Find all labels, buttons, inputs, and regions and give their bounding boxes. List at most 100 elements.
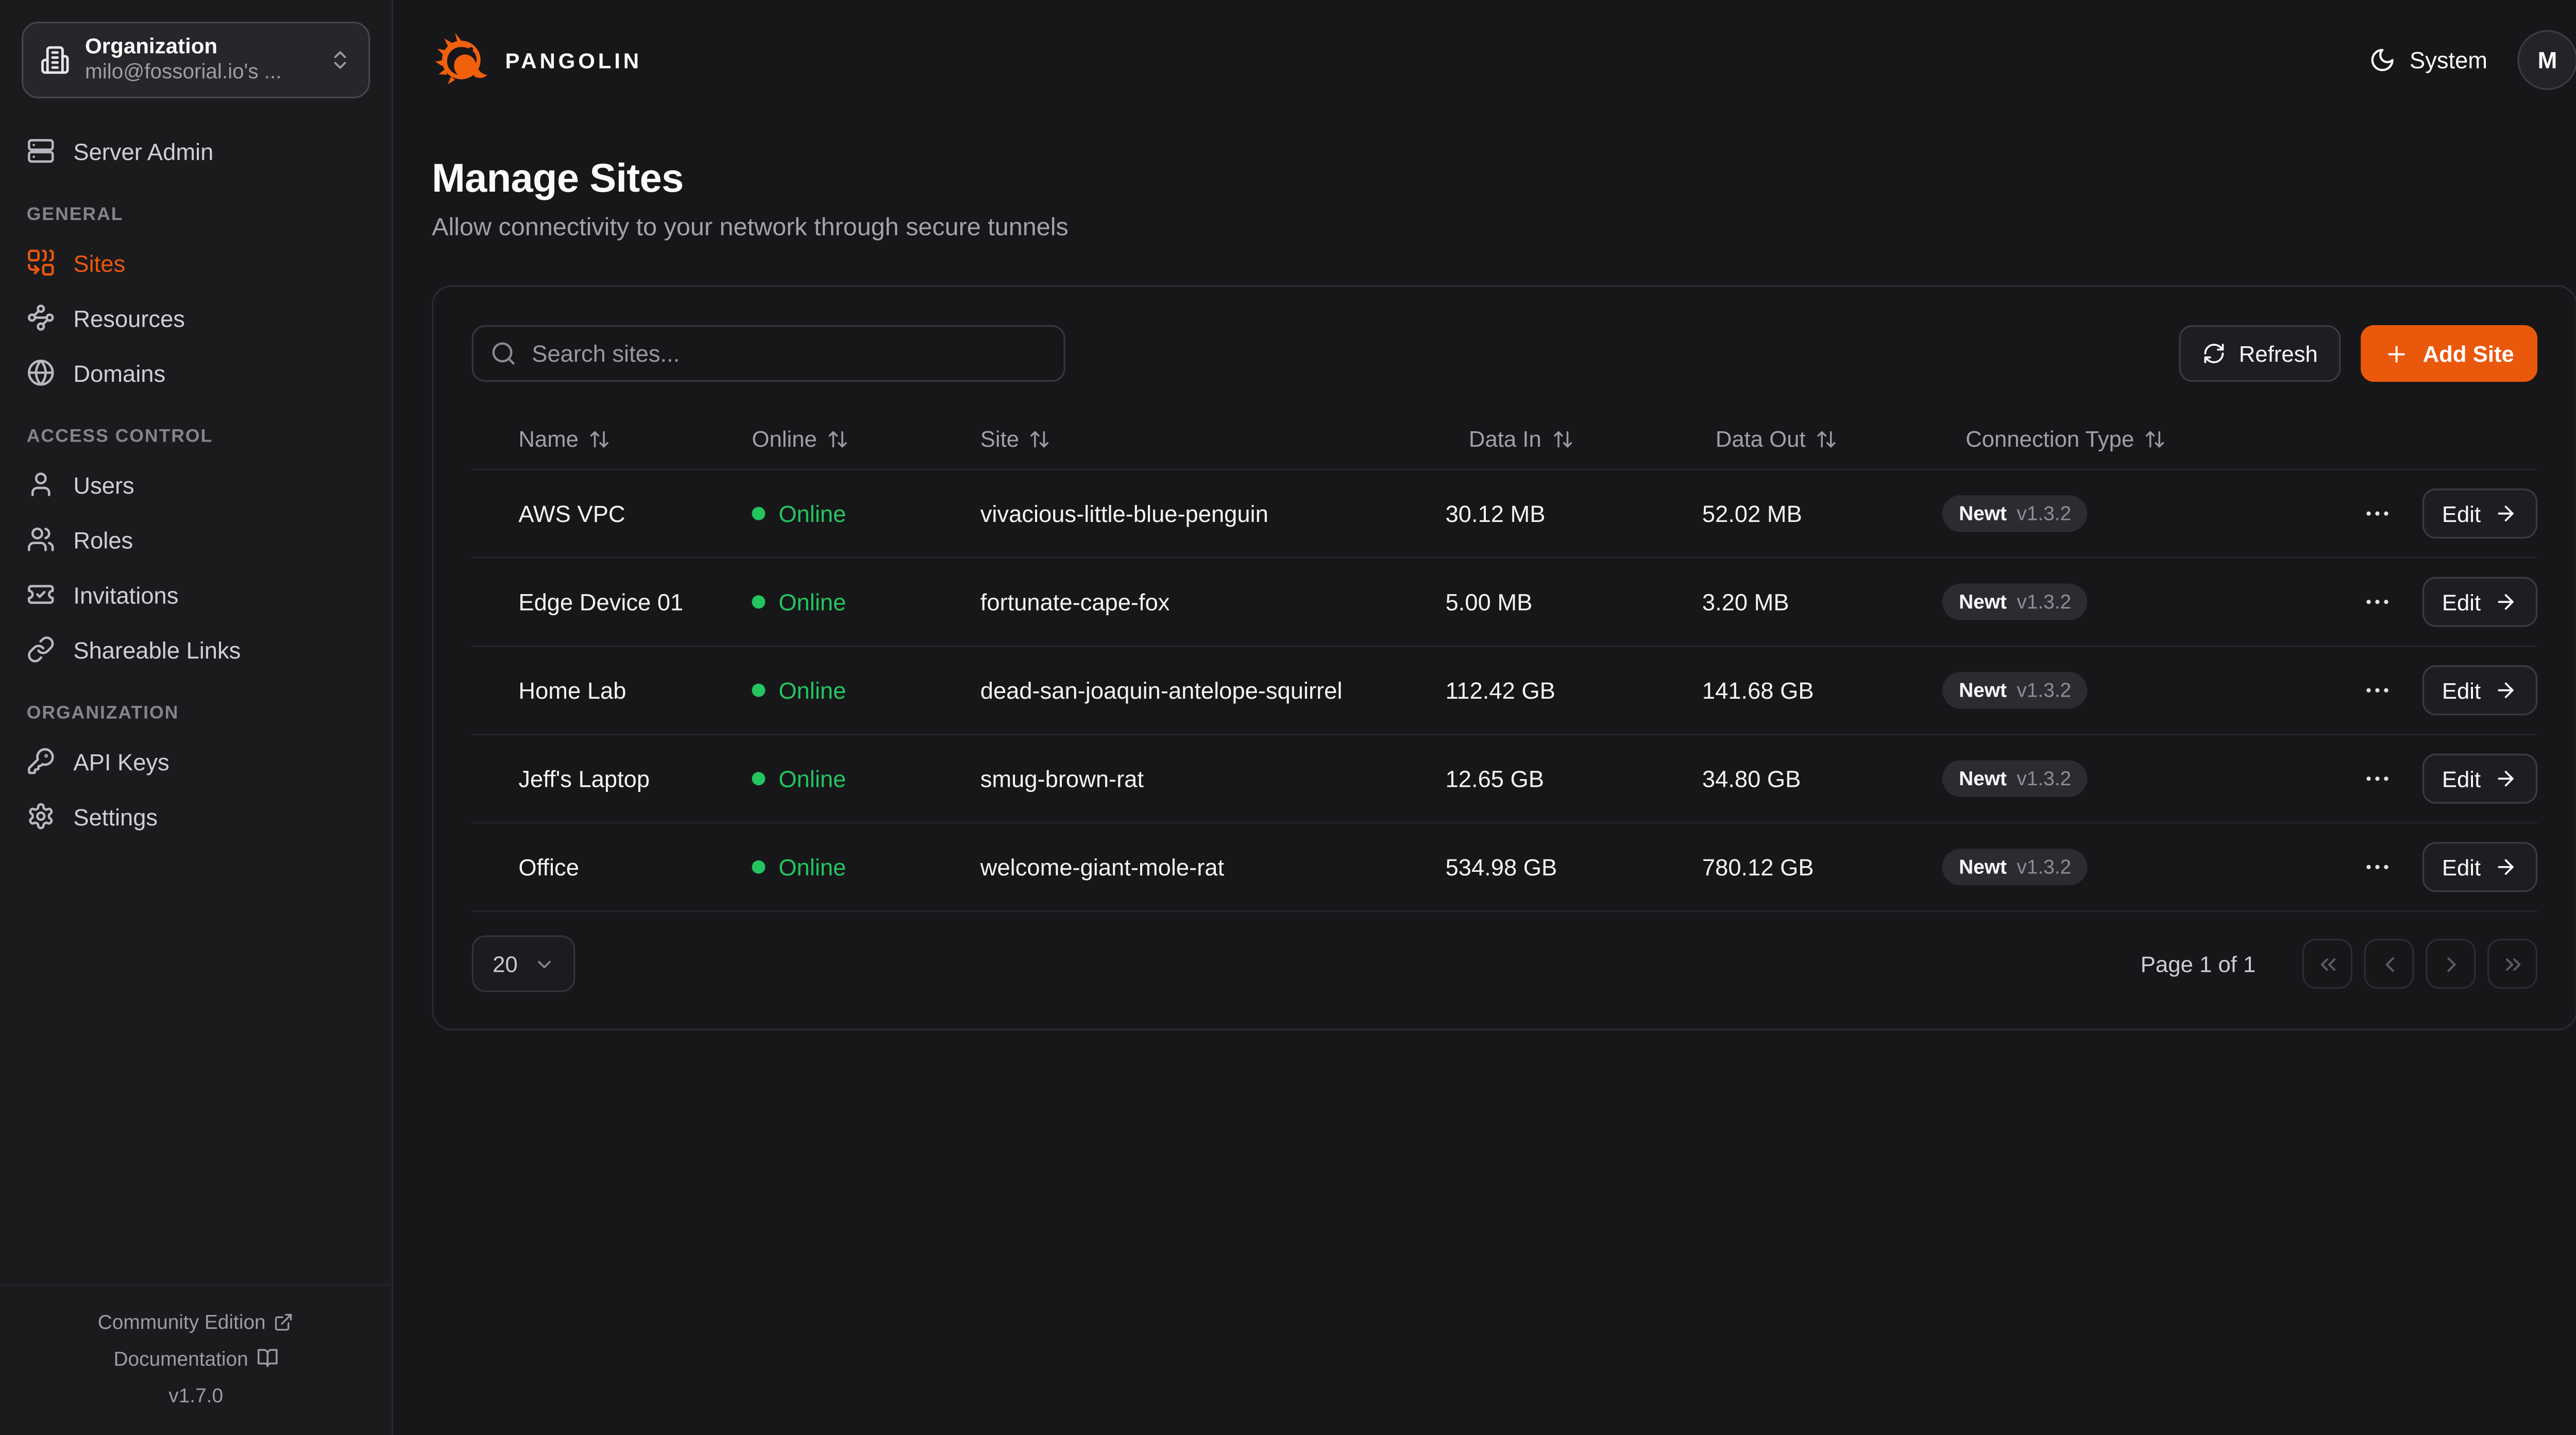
- row-actions: Edit: [2359, 753, 2538, 804]
- sidebar-item-label: API Keys: [73, 748, 170, 775]
- cell-data-in: 534.98 GB: [1445, 853, 1557, 881]
- sidebar-item-shareable-links[interactable]: Shareable Links: [27, 622, 365, 677]
- topbar: PANGOLIN System M: [432, 0, 2576, 120]
- column-header-connection-type[interactable]: Connection Type: [1942, 426, 2537, 451]
- sidebar-item-sites[interactable]: Sites: [27, 235, 365, 290]
- cell-site: dead-san-joaquin-antelope-squirrel: [980, 677, 1343, 704]
- edit-button[interactable]: Edit: [2422, 665, 2538, 716]
- column-header-site[interactable]: Site: [980, 426, 1446, 451]
- theme-toggle-button[interactable]: System: [2369, 46, 2488, 74]
- cell-online-status: Online: [752, 765, 980, 792]
- arrow-right-icon: [2494, 767, 2517, 790]
- sidebar-item-settings[interactable]: Settings: [27, 789, 365, 844]
- row-menu-button[interactable]: [2359, 849, 2395, 885]
- cell-name: AWS VPC: [518, 500, 625, 527]
- chevron-down-icon: [533, 953, 554, 974]
- pangolin-logo-icon: [432, 31, 488, 88]
- ellipsis-icon: [2362, 499, 2392, 529]
- users-icon: [27, 525, 55, 553]
- sidebar-item-roles[interactable]: Roles: [27, 512, 365, 567]
- cell-site: vivacious-little-blue-penguin: [980, 500, 1268, 527]
- moon-icon: [2369, 47, 2396, 74]
- connection-type-badge: Newt v1.3.2: [1942, 495, 2088, 532]
- plus-icon: [2384, 341, 2410, 366]
- next-page-button[interactable]: [2426, 938, 2476, 989]
- cell-online-status: Online: [752, 500, 980, 527]
- page-size-select[interactable]: 20: [471, 935, 575, 992]
- cell-data-in: 30.12 MB: [1445, 500, 1546, 527]
- last-page-button[interactable]: [2487, 938, 2538, 989]
- online-dot-icon: [752, 772, 766, 786]
- key-icon: [27, 747, 55, 775]
- org-picker[interactable]: Organization milo@fossorial.io's ...: [22, 22, 370, 98]
- sidebar-item-resources[interactable]: Resources: [27, 290, 365, 345]
- cell-connection-actions: Newt v1.3.2 Edit: [1942, 488, 2538, 539]
- table-row: AWS VPC Online vivacious-little-blue-pen…: [471, 470, 2538, 559]
- org-picker-subtitle: milo@fossorial.io's ...: [85, 60, 282, 84]
- edit-button[interactable]: Edit: [2422, 842, 2538, 892]
- online-dot-icon: [752, 595, 766, 609]
- pagination-bar: 20 Page 1 of 1: [471, 935, 2538, 992]
- sidebar-item-invitations[interactable]: Invitations: [27, 567, 365, 622]
- community-edition-link[interactable]: Community Edition: [0, 1303, 392, 1340]
- table-row: Jeff's Laptop Online smug-brown-rat 12.6…: [471, 735, 2538, 824]
- cell-data-out: 52.02 MB: [1702, 500, 1802, 527]
- chevrons-left-icon: [2315, 951, 2340, 976]
- sidebar-item-users[interactable]: Users: [27, 457, 365, 512]
- refresh-label: Refresh: [2239, 341, 2318, 366]
- cell-data-out: 141.68 GB: [1702, 677, 1814, 704]
- first-page-button[interactable]: [2302, 938, 2352, 989]
- column-header-name[interactable]: Name: [518, 426, 752, 451]
- ellipsis-icon: [2362, 852, 2392, 882]
- add-site-button[interactable]: Add Site: [2361, 325, 2538, 382]
- row-actions: Edit: [2359, 577, 2538, 627]
- sort-icon: [827, 428, 849, 449]
- edit-button[interactable]: Edit: [2422, 753, 2538, 804]
- globe-icon: [27, 359, 55, 387]
- org-picker-title: Organization: [85, 33, 218, 59]
- connection-type-badge: Newt v1.3.2: [1942, 672, 2088, 709]
- sidebar-footer: Community Edition Documentation v1.7.0: [0, 1283, 392, 1434]
- sidebar-item-label: Roles: [73, 526, 133, 553]
- cell-connection-actions: Newt v1.3.2 Edit: [1942, 842, 2538, 892]
- page-subtitle: Allow connectivity to your network throu…: [432, 213, 1069, 242]
- sidebar-item-label: Sites: [73, 249, 126, 276]
- cell-online-status: Online: [752, 588, 980, 615]
- cell-site: welcome-giant-mole-rat: [980, 853, 1225, 881]
- ellipsis-icon: [2362, 764, 2392, 794]
- theme-label: System: [2409, 46, 2488, 74]
- avatar[interactable]: M: [2517, 30, 2576, 90]
- refresh-icon: [2202, 342, 2226, 365]
- page-buttons: [2302, 938, 2538, 989]
- brand: PANGOLIN: [432, 31, 642, 88]
- column-header-data-in[interactable]: Data In: [1446, 426, 1702, 451]
- column-header-data-out[interactable]: Data Out: [1702, 426, 1942, 451]
- sort-icon: [1029, 428, 1050, 449]
- edit-button[interactable]: Edit: [2422, 577, 2538, 627]
- sidebar-section-access-control: ACCESS CONTROL: [26, 427, 213, 447]
- edit-button[interactable]: Edit: [2422, 488, 2538, 539]
- arrow-right-icon: [2494, 590, 2517, 614]
- refresh-button[interactable]: Refresh: [2179, 325, 2342, 382]
- search-input[interactable]: [471, 325, 1065, 382]
- sites-toolbar: Refresh Add Site: [471, 325, 2538, 382]
- server-icon: [27, 137, 55, 165]
- sidebar-item-api-keys[interactable]: API Keys: [27, 734, 365, 789]
- gear-icon: [27, 802, 55, 831]
- cell-name: Edge Device 01: [518, 588, 684, 616]
- documentation-link[interactable]: Documentation: [0, 1340, 392, 1376]
- row-menu-button[interactable]: [2359, 761, 2395, 797]
- cell-data-out: 780.12 GB: [1702, 853, 1814, 881]
- column-header-online[interactable]: Online: [752, 426, 980, 451]
- sidebar-item-server-admin[interactable]: Server Admin: [27, 123, 365, 178]
- row-menu-button[interactable]: [2359, 584, 2395, 620]
- previous-page-button[interactable]: [2364, 938, 2414, 989]
- chevron-left-icon: [2377, 951, 2402, 976]
- row-menu-button[interactable]: [2359, 495, 2395, 532]
- sidebar-item-domains[interactable]: Domains: [27, 345, 365, 400]
- cell-data-in: 12.65 GB: [1445, 765, 1545, 792]
- cell-name: Jeff's Laptop: [518, 765, 650, 792]
- row-menu-button[interactable]: [2359, 672, 2395, 708]
- connection-type-badge: Newt v1.3.2: [1942, 849, 2088, 886]
